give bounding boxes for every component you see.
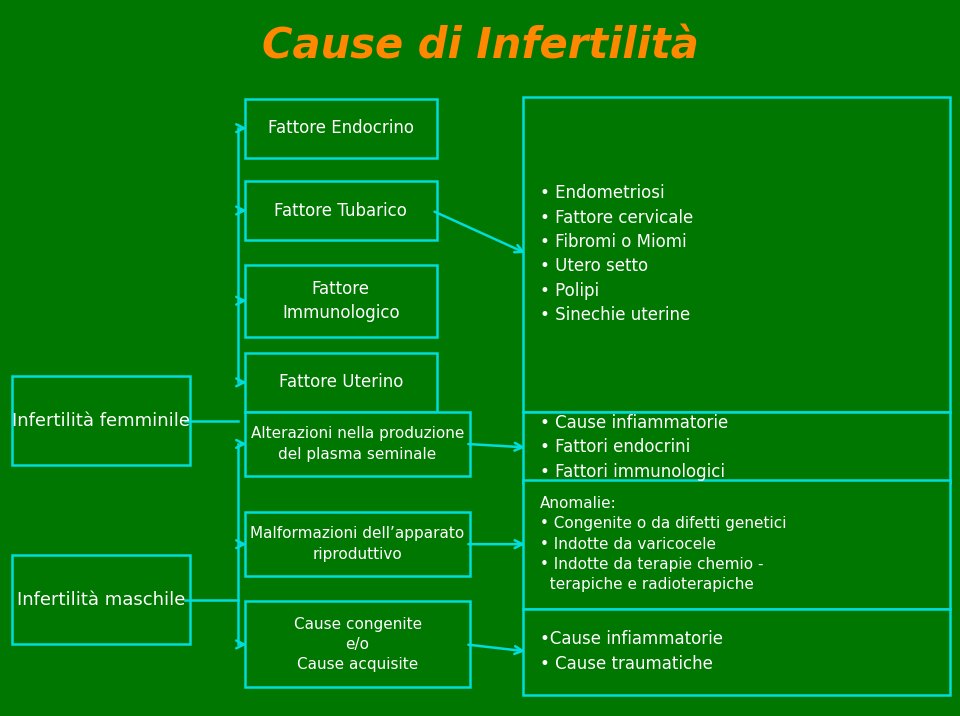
FancyBboxPatch shape [245, 512, 470, 576]
FancyBboxPatch shape [523, 97, 950, 412]
Text: Cause di Infertilità: Cause di Infertilità [261, 26, 699, 67]
Text: Fattore
Immunologico: Fattore Immunologico [282, 279, 399, 322]
FancyBboxPatch shape [523, 412, 950, 483]
Text: Fattore Tubarico: Fattore Tubarico [275, 201, 407, 220]
FancyBboxPatch shape [245, 265, 437, 337]
Text: • Cause infiammatorie
• Fattori endocrini
• Fattori immunologici: • Cause infiammatorie • Fattori endocrin… [540, 414, 728, 481]
FancyBboxPatch shape [245, 412, 470, 476]
Text: Alterazioni nella produzione
del plasma seminale: Alterazioni nella produzione del plasma … [251, 426, 465, 462]
FancyBboxPatch shape [523, 609, 950, 695]
FancyBboxPatch shape [245, 181, 437, 240]
Text: Anomalie:
• Congenite o da difetti genetici
• Indotte da varicocele
• Indotte da: Anomalie: • Congenite o da difetti genet… [540, 496, 786, 592]
FancyBboxPatch shape [245, 99, 437, 158]
Text: Cause congenite
e/o
Cause acquisite: Cause congenite e/o Cause acquisite [294, 616, 421, 672]
Text: Infertilità femminile: Infertilità femminile [12, 412, 190, 430]
Text: Infertilità maschile: Infertilità maschile [17, 591, 185, 609]
FancyBboxPatch shape [245, 601, 470, 687]
FancyBboxPatch shape [523, 480, 950, 609]
FancyBboxPatch shape [12, 555, 190, 644]
Text: •Cause infiammatorie
• Cause traumatiche: •Cause infiammatorie • Cause traumatiche [540, 630, 723, 673]
Text: Fattore Uterino: Fattore Uterino [278, 373, 403, 392]
FancyBboxPatch shape [245, 353, 437, 412]
FancyBboxPatch shape [12, 376, 190, 465]
Text: • Endometriosi
• Fattore cervicale
• Fibromi o Miomi
• Utero setto
• Polipi
• Si: • Endometriosi • Fattore cervicale • Fib… [540, 185, 693, 324]
Text: Malformazioni dell’apparato
riproduttivo: Malformazioni dell’apparato riproduttivo [251, 526, 465, 562]
Text: Fattore Endocrino: Fattore Endocrino [268, 119, 414, 137]
